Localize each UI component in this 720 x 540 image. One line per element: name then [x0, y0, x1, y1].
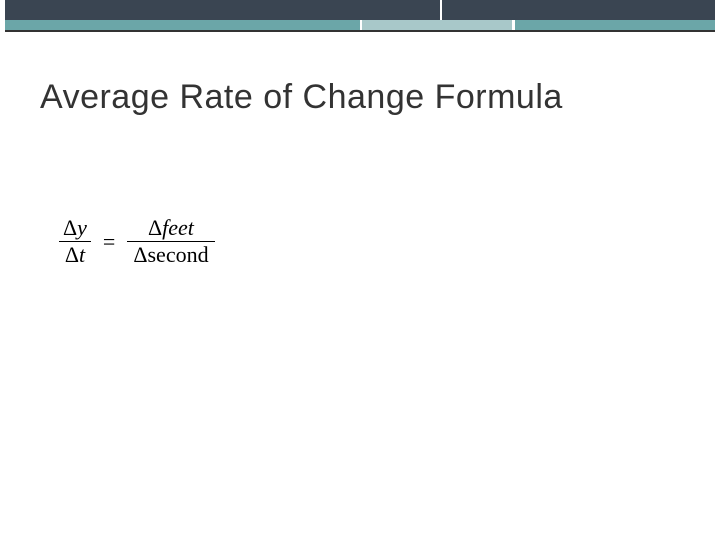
formula-right-denominator: Δsecond: [127, 242, 214, 268]
formula-left-denominator: Δt: [61, 242, 89, 268]
border-teal-seg-3: [515, 20, 715, 30]
formula-right-numerator: Δfeet: [142, 215, 200, 241]
delta-symbol: Δ: [133, 242, 147, 267]
slide-title: Average Rate of Change Formula: [40, 78, 563, 117]
delta-symbol: Δ: [63, 215, 77, 240]
variable-t: t: [79, 242, 85, 267]
unit-feet: feet: [162, 215, 194, 240]
border-teal-seg-2: [362, 20, 512, 30]
formula-left-numerator: Δy: [59, 215, 91, 241]
formula-left-fraction: Δy Δt: [59, 215, 91, 269]
unit-second: second: [148, 242, 209, 267]
formula-right-fraction: Δfeet Δsecond: [127, 215, 214, 269]
delta-symbol: Δ: [148, 215, 162, 240]
slide-top-border: [0, 0, 720, 30]
delta-symbol: Δ: [65, 242, 79, 267]
border-rule: [5, 30, 715, 32]
formula: Δy Δt = Δfeet Δsecond: [55, 215, 219, 269]
border-dark-seg-1: [5, 0, 440, 20]
variable-y: y: [77, 215, 87, 240]
border-teal-seg-1: [5, 20, 360, 30]
equals-sign: =: [103, 229, 115, 255]
border-dark-seg-2: [442, 0, 715, 20]
